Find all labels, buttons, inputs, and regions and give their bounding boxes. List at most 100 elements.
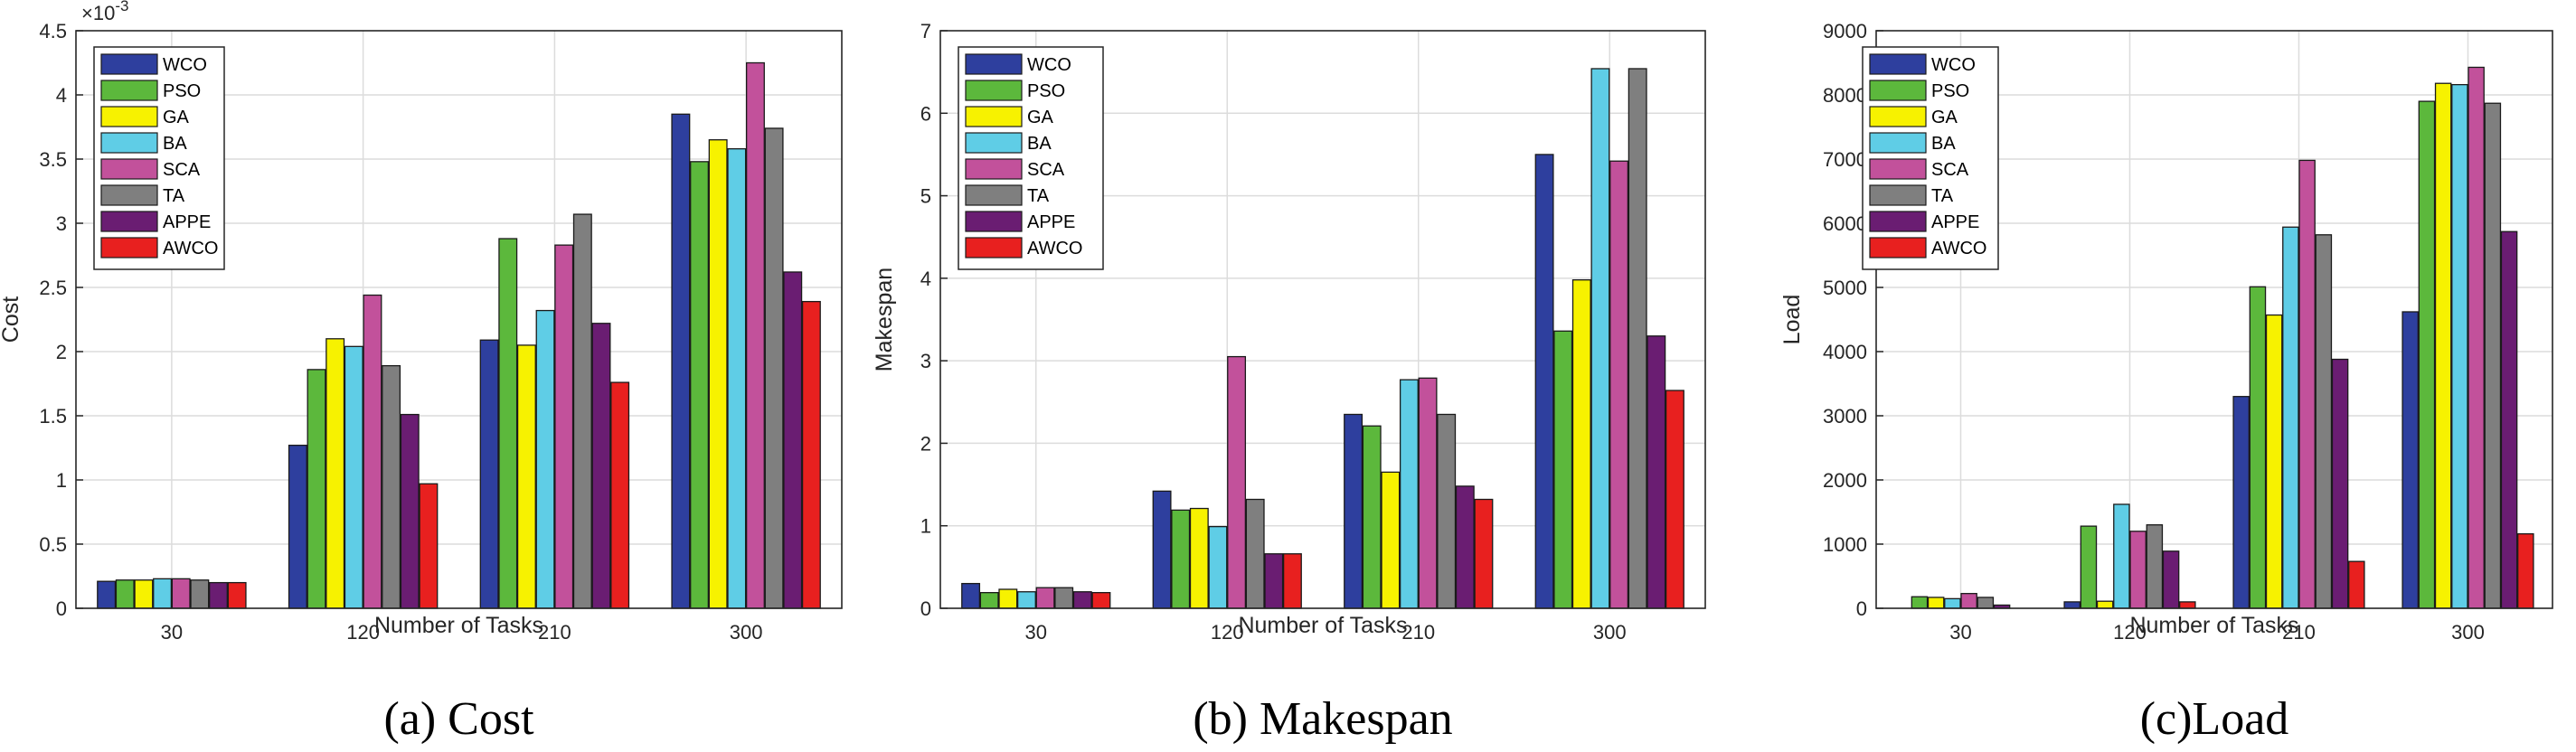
bar-ga-30: [1927, 597, 1945, 609]
x-tick-label: 210: [538, 621, 571, 644]
bar-ba-300: [727, 147, 747, 609]
bar-ga-210: [1381, 471, 1401, 609]
legend-label-ba: BA: [1027, 134, 1052, 154]
y-tick-label: 4: [56, 84, 67, 107]
legend-swatch-awco: [1869, 237, 1927, 258]
bar-wco-300: [1534, 154, 1554, 609]
y-tick-label: 0.5: [39, 533, 67, 556]
y-tick-label: 7000: [1823, 148, 1867, 171]
bar-ba-120: [2113, 503, 2130, 609]
y-tick-label: 6: [920, 102, 931, 125]
bar-awco-210: [610, 381, 630, 609]
bar-appe-210: [591, 323, 611, 609]
bar-pso-210: [1362, 425, 1382, 609]
bar-ta-300: [2484, 102, 2502, 609]
chart-panel-3: 0 1000 2000 3000 4000 5000 6000 7000 8000 9000 30 1…: [1779, 20, 2553, 745]
bar-wco-30: [97, 580, 117, 609]
bar-ba-210: [2282, 226, 2299, 609]
bar-ta-120: [382, 364, 401, 609]
legend-swatch-ba: [1869, 132, 1927, 154]
bar-pso-120: [1171, 509, 1191, 609]
y-tick-label: 1.5: [39, 405, 67, 428]
legend-label-ga: GA: [1027, 108, 1054, 127]
x-tick-label: 30: [1949, 621, 1971, 644]
bar-ta-30: [1977, 597, 1995, 609]
y-tick-label: 0: [56, 597, 67, 620]
bar-sca-300: [2467, 66, 2485, 609]
bar-ga-30: [134, 579, 154, 609]
panel-caption: (a) Cost: [383, 693, 534, 745]
bar-ga-300: [708, 139, 728, 609]
legend-swatch-awco: [100, 237, 158, 258]
bar-awco-30: [227, 581, 247, 609]
x-tick-label: 300: [730, 621, 763, 644]
bar-appe-30: [1072, 591, 1092, 609]
bar-awco-30: [1091, 592, 1111, 609]
x-tick-label: 30: [1025, 621, 1047, 644]
legend-label-wco: WCO: [1931, 55, 1976, 75]
legend-label-pso: PSO: [1027, 81, 1065, 101]
bar-sca-30: [1035, 587, 1055, 609]
legend-label-ga: GA: [163, 108, 190, 127]
y-axis-label: Load: [1779, 295, 1805, 345]
legend-swatch-wco: [100, 53, 158, 75]
panel-caption: (c)Load: [2140, 693, 2289, 745]
bar-ba-300: [1590, 68, 1610, 609]
bar-ba-120: [344, 345, 363, 609]
axes-box: [75, 30, 843, 609]
bar-appe-300: [1647, 335, 1666, 609]
bar-appe-210: [2331, 358, 2349, 609]
legend-label-ba: BA: [163, 134, 187, 154]
legend-swatch-ga: [100, 106, 158, 127]
bar-ba-210: [535, 309, 555, 609]
y-tick-label: 0: [920, 597, 931, 620]
legend-label-appe: APPE: [1027, 212, 1075, 232]
bar-ta-210: [572, 213, 592, 609]
legend-swatch-awco: [965, 237, 1023, 258]
bar-sca-120: [1227, 355, 1247, 609]
legend-swatch-pso: [100, 80, 158, 101]
legend-label-wco: WCO: [163, 55, 207, 75]
bar-appe-300: [783, 271, 803, 609]
legend-swatch-appe: [965, 211, 1023, 232]
legend-swatch-ta: [965, 184, 1023, 206]
bar-sca-210: [1418, 377, 1438, 609]
legend-label-appe: APPE: [163, 212, 211, 232]
y-tick-label: 1000: [1823, 533, 1867, 556]
bar-wco-120: [2063, 601, 2081, 609]
legend-label-awco: AWCO: [1931, 239, 1986, 258]
bar-ta-300: [1628, 68, 1647, 609]
axes-box: [1875, 30, 2553, 609]
x-tick-label: 120: [346, 621, 380, 644]
y-tick-label: 9000: [1823, 20, 1867, 42]
bar-wco-120: [288, 445, 307, 609]
y-tick-label: 0: [1856, 597, 1867, 620]
legend-swatch-sca: [100, 158, 158, 180]
bar-wco-210: [479, 339, 499, 609]
legend-label-pso: PSO: [163, 81, 201, 101]
bar-sca-210: [2298, 159, 2316, 609]
x-axis-label: Number of Tasks: [2129, 613, 2298, 638]
legend-label-ba: BA: [1931, 134, 1956, 154]
x-tick-label: 30: [161, 621, 183, 644]
bar-wco-30: [961, 582, 981, 609]
x-tick-label: 300: [2451, 621, 2485, 644]
bar-sca-120: [2129, 531, 2147, 609]
legend-swatch-ba: [965, 132, 1023, 154]
y-tick-label: 4: [920, 268, 931, 290]
bar-pso-30: [1911, 596, 1929, 609]
legend-label-sca: SCA: [1931, 160, 1969, 180]
bar-sca-30: [171, 578, 191, 609]
legend-label-ta: TA: [1931, 186, 1954, 206]
axes-box: [939, 30, 1706, 609]
bar-awco-210: [1474, 498, 1494, 609]
bar-ba-210: [1399, 379, 1419, 609]
bar-ta-210: [1437, 413, 1457, 609]
y-tick-label: 2: [920, 432, 931, 455]
legend-label-ga: GA: [1931, 108, 1958, 127]
x-tick-label: 300: [1593, 621, 1627, 644]
y-tick-label: 3.5: [39, 148, 67, 171]
bar-pso-120: [2080, 525, 2098, 609]
legend-swatch-sca: [965, 158, 1023, 180]
bar-ta-120: [2146, 524, 2164, 609]
